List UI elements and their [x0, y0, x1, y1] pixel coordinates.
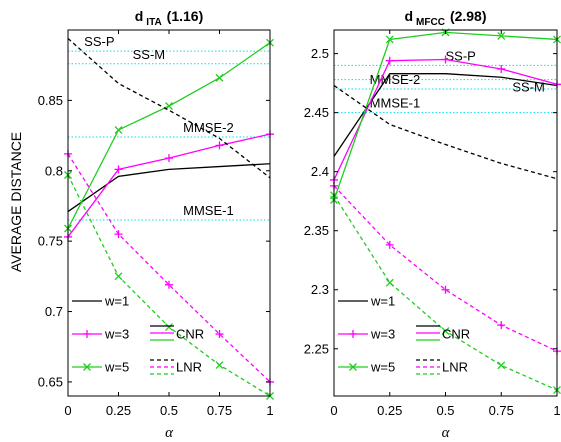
data-point-marker: [114, 230, 123, 239]
series-line-cnr-w1: [67, 163, 271, 213]
reference-label-mmse-1: MMSE-1: [183, 203, 234, 218]
title-value: (1.16): [167, 8, 204, 24]
y-tick-label: 2.35: [304, 223, 329, 238]
chart-title: d MFCC (2.98): [404, 8, 486, 28]
legend-label-cnr: CNR: [176, 327, 204, 342]
y-tick-label: 2.5: [311, 46, 329, 61]
legend-label-w5: w=5: [104, 360, 129, 375]
x-tick-label: 0.5: [436, 403, 454, 418]
data-point-marker: [385, 240, 394, 249]
legend-label-w1: w=1: [104, 294, 129, 309]
x-tick-label: 0: [64, 403, 71, 418]
reference-label-mmse-2: MMSE-2: [183, 120, 234, 135]
series-line-lnr-w1: [67, 37, 271, 179]
data-point-marker: [215, 73, 224, 82]
data-point-marker: [441, 285, 450, 294]
data-point-marker: [441, 327, 450, 336]
legend-marker-plus: [83, 330, 91, 338]
x-tick-label: 1: [553, 403, 560, 418]
x-tick-label: 0.25: [377, 403, 402, 418]
series-line-cnr-w3: [67, 133, 271, 238]
y-tick-label: 2.25: [304, 341, 329, 356]
y-tick-label: 0.7: [45, 304, 63, 319]
legend-marker-x: [83, 363, 91, 371]
reference-label-ss-p: SS-P: [84, 34, 114, 49]
reference-label-ss-m: SS-M: [512, 80, 545, 95]
data-point-marker: [385, 278, 394, 287]
chart-title: d ITA (1.16): [135, 8, 204, 28]
x-tick-label: 1: [266, 403, 273, 418]
y-tick-label: 0.75: [38, 234, 63, 249]
data-point-marker: [385, 35, 394, 44]
y-tick-label: 0.65: [38, 374, 63, 389]
chart-panel-mfcc: d MFCC (2.98)SS-PSS-MMMSE-2MMSE-12.252.32.…: [304, 8, 561, 441]
y-tick-label: 0.8: [45, 163, 63, 178]
data-point-marker: [497, 64, 506, 73]
series-line-lnr-w3: [67, 153, 271, 383]
data-point-marker: [114, 125, 123, 134]
title-subscript: ITA: [146, 17, 161, 28]
title-value: (2.98): [450, 8, 487, 24]
legend-label-lnr: LNR: [176, 360, 202, 375]
legend-marker-plus: [349, 330, 357, 338]
data-point-marker: [165, 323, 173, 331]
data-point-marker: [441, 55, 450, 64]
data-point-marker: [497, 31, 506, 40]
x-axis-label: α: [165, 425, 174, 441]
x-tick-label: 0.5: [160, 403, 178, 418]
x-tick-label: 0.25: [106, 403, 131, 418]
x-axis-label: α: [442, 425, 451, 441]
legend-label-w3: w=3: [104, 327, 129, 342]
data-point-marker: [165, 154, 173, 163]
title-main: d: [404, 8, 413, 24]
legend-label-w5: w=5: [370, 360, 395, 375]
data-point-marker: [114, 272, 123, 281]
legend-label-w3: w=3: [370, 327, 395, 342]
plot-frame: [67, 29, 271, 397]
x-tick-label: 0: [330, 403, 337, 418]
title-subscript: MFCC: [416, 17, 445, 28]
series-line-lnr-w3: [333, 185, 558, 352]
legend: w=1 w=3 w=5 CNR LNR: [338, 294, 470, 375]
legend-label-cnr: CNR: [442, 327, 470, 342]
legend: w=1 w=3 w=5 CNR LNR: [72, 294, 204, 375]
title-main: d: [135, 8, 144, 24]
reference-label-ss-p: SS-P: [446, 48, 476, 63]
data-point-marker: [114, 165, 123, 174]
series-line-cnr-w3: [333, 58, 558, 181]
series-line-lnr-w1: [333, 84, 558, 180]
series-line-cnr-w5: [67, 42, 271, 229]
y-tick-label: 2.4: [311, 164, 329, 179]
legend-label-lnr: LNR: [442, 360, 468, 375]
data-point-marker: [165, 280, 173, 289]
legend-marker-x: [349, 363, 357, 371]
data-point-marker: [215, 330, 224, 339]
y-tick-label: 2.3: [311, 282, 329, 297]
data-point-marker: [215, 361, 224, 369]
x-tick-label: 0.75: [207, 403, 232, 418]
x-tick-label: 0.75: [489, 403, 514, 418]
data-point-marker: [497, 361, 506, 370]
chart-panel-ita: d ITA (1.16) SS-P SS-M MMSE-2 MMSE-1 0.65 0.7 0.7…: [38, 8, 274, 441]
reference-label-mmse-1: MMSE-1: [370, 96, 421, 111]
data-point-marker: [385, 56, 394, 65]
y-axis-label: AVERAGE DISTANCE: [8, 132, 24, 272]
y-tick-label: 2.45: [304, 105, 329, 120]
data-point-marker: [215, 141, 224, 150]
reference-label-ss-m: SS-M: [133, 47, 166, 62]
legend-label-w1: w=1: [370, 294, 395, 309]
data-point-marker: [497, 321, 506, 330]
y-tick-label: 0.85: [38, 93, 63, 108]
